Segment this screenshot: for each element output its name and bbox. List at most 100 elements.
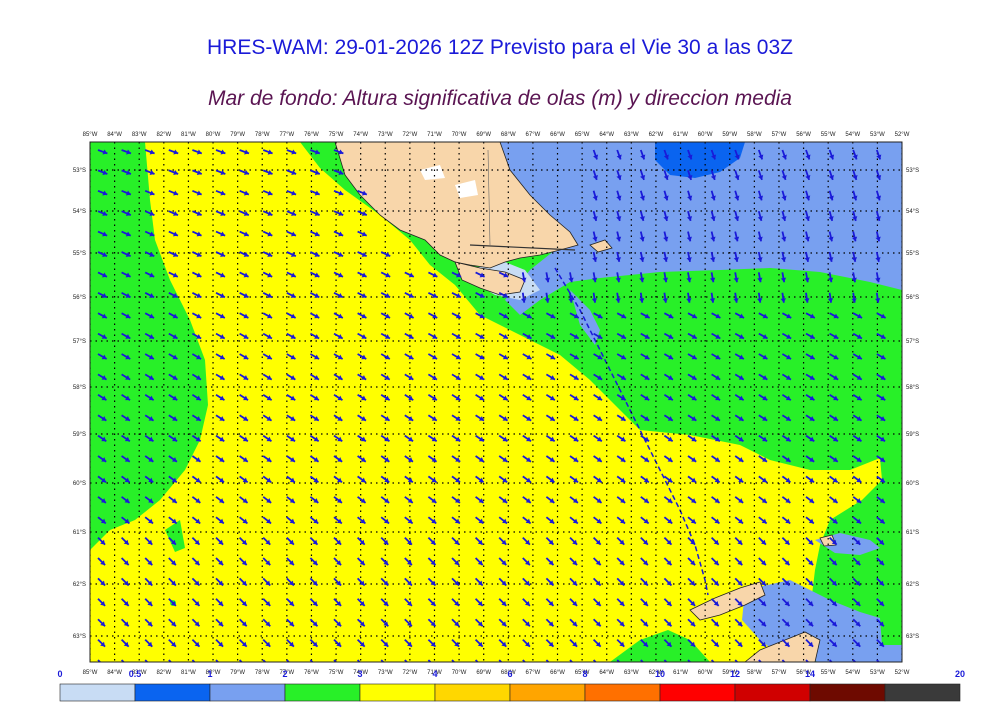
direction-arrow <box>805 149 811 160</box>
direction-arrow <box>239 496 249 504</box>
direction-arrow <box>238 577 248 587</box>
direction-arrow <box>615 292 621 303</box>
lat-label-right: 56°S <box>906 295 919 301</box>
swell-islet-green <box>165 520 185 552</box>
direction-arrow <box>875 190 882 201</box>
direction-arrow <box>120 557 130 566</box>
direction-arrow <box>852 149 858 160</box>
direction-arrow <box>309 536 319 546</box>
lon-label-bottom: 72°W <box>403 670 418 676</box>
direction-arrow <box>144 251 155 258</box>
direction-arrow <box>758 618 767 627</box>
direction-arrow <box>687 373 698 381</box>
direction-arrow <box>711 394 721 401</box>
land-inland-water <box>455 180 478 198</box>
direction-arrow <box>522 475 532 484</box>
direction-arrow <box>829 434 839 442</box>
direction-arrow <box>663 394 674 401</box>
direction-arrow <box>852 598 861 607</box>
direction-arrow <box>191 577 201 587</box>
lon-label-bottom: 84°W <box>107 670 122 676</box>
colorbar-label: 0.5 <box>129 669 142 679</box>
direction-arrow <box>875 292 881 303</box>
direction-arrow <box>757 149 764 160</box>
direction-arrow <box>829 496 839 504</box>
direction-arrow <box>875 231 881 242</box>
direction-arrow <box>427 557 437 566</box>
direction-arrow <box>215 414 225 422</box>
direction-arrow <box>616 434 626 442</box>
direction-arrow <box>781 659 786 662</box>
colorbar-label: 1 <box>207 669 212 679</box>
lon-label-top: 64°W <box>599 132 614 138</box>
direction-arrow <box>144 659 149 662</box>
direction-arrow <box>97 332 108 340</box>
direction-arrow <box>829 455 839 463</box>
direction-arrow <box>404 414 414 422</box>
direction-arrow <box>286 332 296 340</box>
direction-arrow <box>734 170 740 181</box>
direction-arrow <box>451 291 462 299</box>
direction-arrow <box>309 638 319 648</box>
direction-arrow <box>286 434 296 442</box>
direction-arrow <box>522 496 532 504</box>
direction-arrow <box>498 577 507 587</box>
direction-arrow <box>286 577 295 587</box>
direction-arrow <box>97 536 106 546</box>
direction-arrow <box>474 618 484 627</box>
direction-arrow <box>545 496 555 504</box>
direction-arrow <box>852 373 863 381</box>
direction-arrow <box>757 170 764 181</box>
direction-arrow <box>309 475 319 484</box>
lat-label-right: 61°S <box>906 530 919 536</box>
direction-arrow <box>380 536 389 546</box>
direction-arrow <box>640 638 649 648</box>
lon-label-bottom: 74°W <box>353 670 368 676</box>
direction-arrow <box>662 292 668 303</box>
direction-arrow <box>239 312 249 319</box>
direction-arrow <box>734 373 745 381</box>
direction-arrow <box>829 475 839 484</box>
direction-arrow <box>239 373 249 381</box>
direction-arrow <box>804 210 811 222</box>
direction-arrow <box>805 353 816 360</box>
direction-arrow <box>451 475 461 484</box>
direction-arrow <box>262 169 273 175</box>
direction-arrow <box>663 557 673 566</box>
direction-arrow <box>357 271 367 278</box>
direction-arrow <box>357 332 367 340</box>
direction-arrow <box>758 557 767 566</box>
lon-label-top: 65°W <box>575 132 590 138</box>
direction-arrow <box>781 475 791 484</box>
direction-arrow <box>286 475 296 484</box>
direction-arrow <box>380 475 390 484</box>
colorbar-segment <box>434 683 511 702</box>
direction-arrow <box>498 618 507 627</box>
direction-arrow <box>238 659 243 662</box>
direction-arrow <box>592 149 599 160</box>
direction-arrow <box>309 598 319 607</box>
direction-arrow <box>663 231 669 242</box>
direction-arrow <box>569 557 578 566</box>
direction-arrow <box>616 475 626 484</box>
direction-arrow <box>710 598 720 607</box>
lon-label-bottom: 76°W <box>304 670 319 676</box>
direction-arrow <box>262 496 272 504</box>
direction-arrow <box>356 638 366 648</box>
direction-arrow <box>121 251 132 258</box>
direction-arrow <box>262 291 273 299</box>
direction-arrow <box>569 332 580 340</box>
direction-arrow <box>662 272 669 283</box>
direction-arrow <box>168 251 179 258</box>
direction-arrow <box>286 516 296 525</box>
direction-arrow <box>168 312 179 319</box>
colorbar-segment <box>209 683 286 702</box>
direction-arrow <box>168 332 178 340</box>
direction-arrow <box>593 414 603 422</box>
direction-arrow <box>451 516 461 525</box>
direction-arrow <box>828 618 838 627</box>
direction-arrow <box>734 598 743 607</box>
direction-arrow <box>121 169 132 175</box>
direction-arrow <box>427 638 437 648</box>
direction-arrow <box>545 536 555 546</box>
